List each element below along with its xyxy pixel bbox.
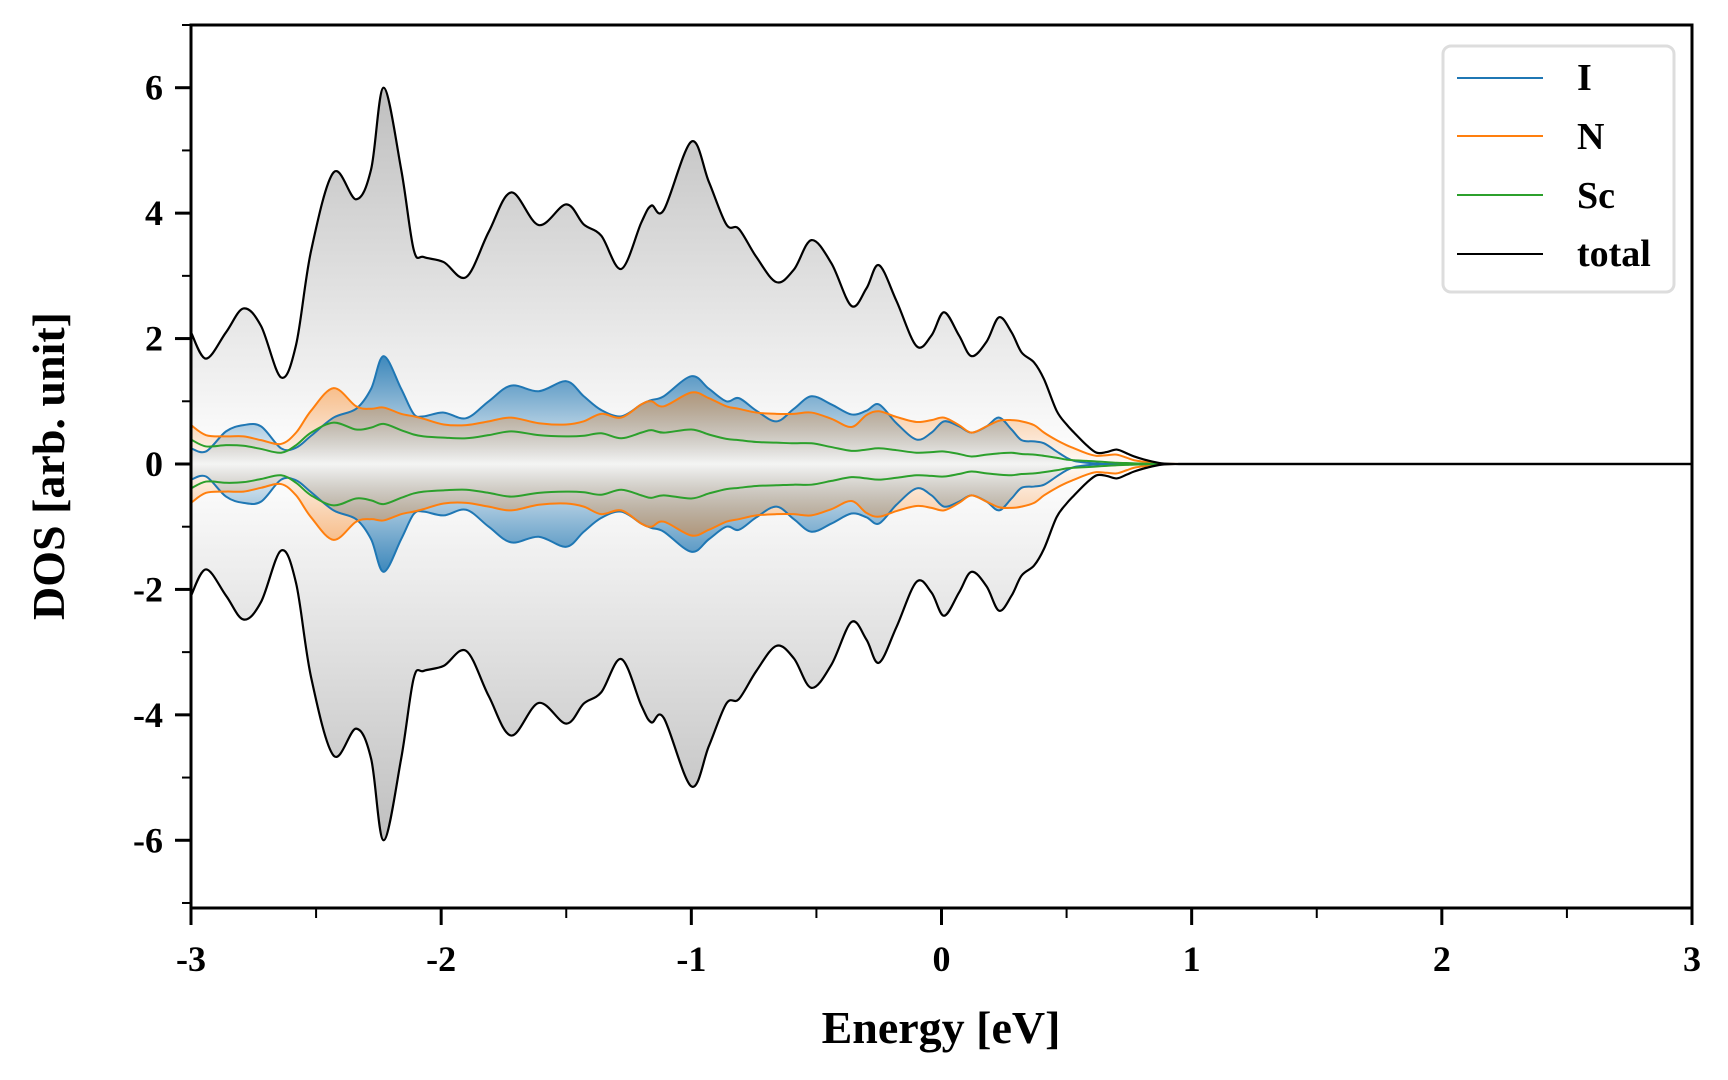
legend: I N Sc total bbox=[1441, 44, 1676, 294]
y-tick-label: -2 bbox=[133, 569, 163, 609]
total-spin-up-fill bbox=[191, 87, 1692, 465]
n-spin-up-line bbox=[191, 387, 1692, 466]
x-tick-label: 0 bbox=[933, 939, 951, 979]
plot-area bbox=[191, 86, 1692, 842]
x-tick-label: -2 bbox=[426, 939, 456, 979]
y-tick-label: 2 bbox=[145, 319, 163, 359]
sc-spin-up-line bbox=[191, 421, 1692, 466]
y-tick-label: -6 bbox=[133, 820, 163, 860]
legend-label-Sc: Sc bbox=[1577, 175, 1615, 217]
legend-box bbox=[1441, 44, 1676, 294]
legend-item-total: total bbox=[1457, 233, 1651, 275]
y-axis-label: DOS [arb. unit] bbox=[23, 312, 74, 620]
x-tick-label: -3 bbox=[176, 939, 206, 979]
y-tick-label: 0 bbox=[145, 444, 163, 484]
total-spin-down-line bbox=[191, 462, 1692, 842]
n-spin-up-fill bbox=[191, 388, 1692, 465]
x-tick-label: -1 bbox=[676, 939, 706, 979]
total-spin-down-fill bbox=[191, 463, 1692, 841]
legend-label-N: N bbox=[1577, 116, 1604, 158]
y-axis-ticks: -6 -4 -2 0 2 4 6 bbox=[133, 24, 191, 904]
x-tick-label: 2 bbox=[1433, 939, 1451, 979]
x-tick-label: 1 bbox=[1183, 939, 1201, 979]
legend-item-N: N bbox=[1457, 116, 1604, 158]
y-tick-label: 6 bbox=[145, 68, 163, 108]
n-spin-down-fill bbox=[191, 463, 1692, 540]
total-spin-up-line bbox=[191, 86, 1692, 466]
legend-item-I: I bbox=[1457, 57, 1592, 99]
y-tick-label: -4 bbox=[133, 695, 163, 735]
i-spin-down-line bbox=[191, 462, 1692, 573]
n-spin-down-line bbox=[191, 462, 1692, 541]
sc-spin-down-line bbox=[191, 462, 1692, 507]
line-layer bbox=[191, 86, 1692, 842]
x-axis-ticks: -3 -2 -1 0 1 2 3 bbox=[176, 908, 1701, 979]
x-axis-label: Energy [eV] bbox=[822, 1002, 1061, 1053]
legend-label-total: total bbox=[1577, 233, 1651, 275]
y-tick-label: 4 bbox=[145, 193, 163, 233]
legend-item-Sc: Sc bbox=[1457, 175, 1615, 217]
legend-label-I: I bbox=[1577, 57, 1592, 99]
x-tick-label: 3 bbox=[1683, 939, 1701, 979]
